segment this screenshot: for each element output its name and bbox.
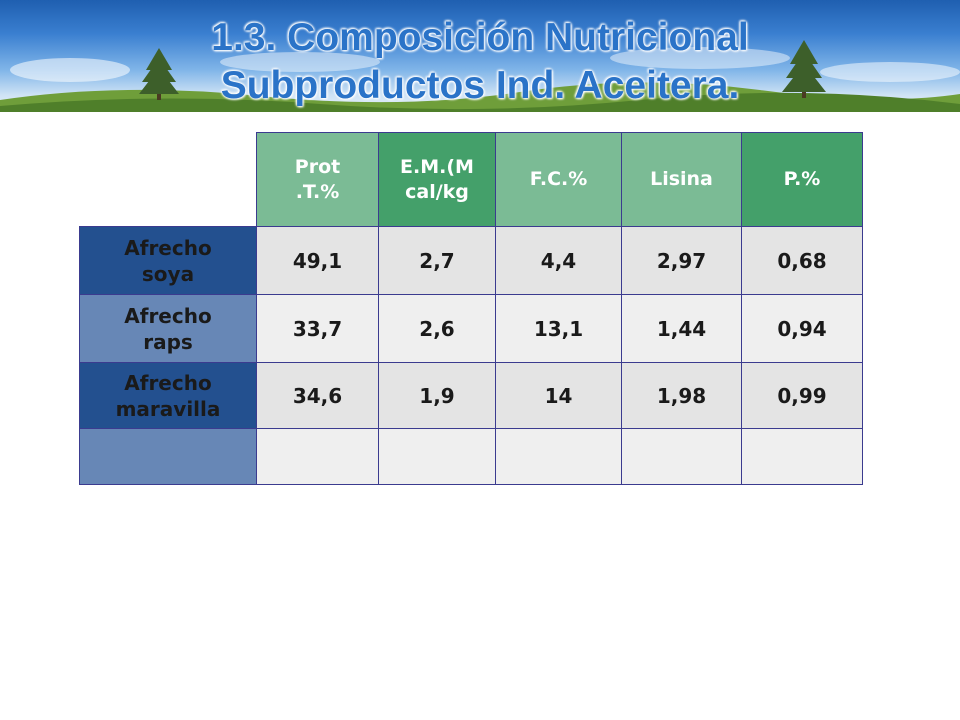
table-cell: 0,68 — [741, 226, 863, 295]
landscape-illustration — [0, 40, 960, 112]
row-label-empty — [79, 428, 257, 485]
tree-icon — [139, 48, 179, 100]
table-cell: 2,6 — [378, 294, 496, 363]
table-cell: 1,98 — [621, 362, 742, 429]
table-cell: 14 — [495, 362, 622, 429]
table-cell — [378, 428, 496, 485]
header-prot: Prot .T.% — [256, 132, 379, 227]
table-cell: 1,44 — [621, 294, 742, 363]
table-row: Afrecho soya 49,1 2,7 4,4 2,97 0,68 — [79, 226, 863, 295]
title-line-1: 1.3. Composición Nutricional — [211, 16, 749, 59]
title-line-2: Subproductos Ind. Aceitera. — [220, 64, 740, 107]
table-cell: 0,99 — [741, 362, 863, 429]
table-cell: 13,1 — [495, 294, 622, 363]
table-row: Afrecho raps 33,7 2,6 13,1 1,44 0,94 — [79, 294, 863, 363]
row-label-raps: Afrecho raps — [79, 294, 257, 363]
header-em: E.M.(M cal/kg — [378, 132, 496, 227]
table-cell: 33,7 — [256, 294, 379, 363]
header-row: Prot .T.% E.M.(M cal/kg F.C.% Lisina P.% — [79, 132, 863, 227]
table-cell: 2,97 — [621, 226, 742, 295]
table-row: Afrecho maravilla 34,6 1,9 14 1,98 0,99 — [79, 362, 863, 429]
table-cell: 4,4 — [495, 226, 622, 295]
table-cell: 34,6 — [256, 362, 379, 429]
table-cell — [741, 428, 863, 485]
table-cell: 0,94 — [741, 294, 863, 363]
header-lisina: Lisina — [621, 132, 742, 227]
table-cell: 1,9 — [378, 362, 496, 429]
table-cell — [495, 428, 622, 485]
table-cell: 49,1 — [256, 226, 379, 295]
table-cell: 2,7 — [378, 226, 496, 295]
table-cell — [256, 428, 379, 485]
slide-title: 1.3. Composición Nutricional Subproducto… — [0, 14, 960, 110]
header-fc: F.C.% — [495, 132, 622, 227]
row-label-maravilla: Afrecho maravilla — [79, 362, 257, 429]
row-label-soya: Afrecho soya — [79, 226, 257, 295]
header-banner: 1.3. Composición Nutricional Subproducto… — [0, 0, 960, 112]
table-cell — [621, 428, 742, 485]
table-row-empty — [79, 428, 863, 485]
header-p: P.% — [741, 132, 863, 227]
nutrition-table: Prot .T.% E.M.(M cal/kg F.C.% Lisina P.%… — [79, 132, 863, 485]
corner-cell — [79, 132, 257, 227]
